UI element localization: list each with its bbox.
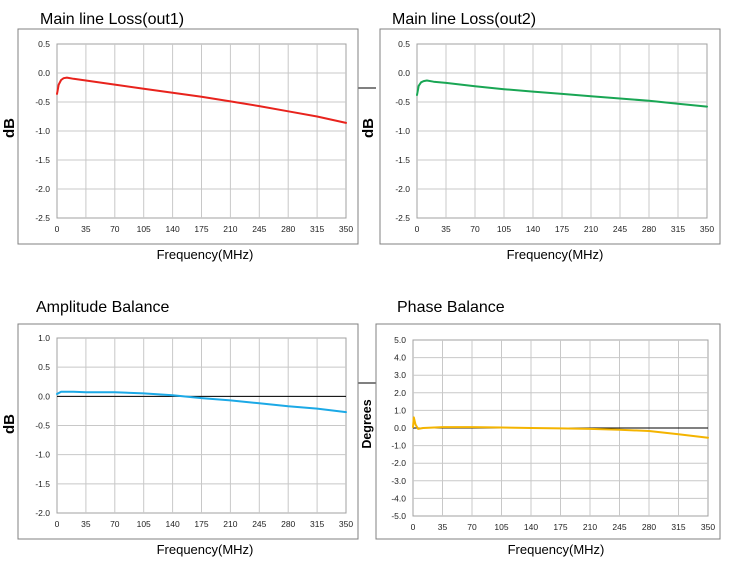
- y-tick-label: -1.5: [35, 155, 50, 165]
- y-axis-label: Degrees: [360, 399, 374, 448]
- x-tick-label: 210: [583, 522, 597, 532]
- y-tick-label: -1.0: [395, 126, 410, 136]
- chart-title: Main line Loss(out1): [40, 11, 184, 28]
- y-tick-label: 1.0: [394, 405, 406, 415]
- series-line: [56, 76, 347, 124]
- series-line: [412, 416, 709, 439]
- x-tick-label: 175: [553, 522, 567, 532]
- y-tick-label: -1.0: [391, 441, 406, 451]
- chart-panel-main-line-loss-out2: Main line Loss(out2) Frequency(MHz) dB 0…: [360, 11, 721, 262]
- x-tick-label: 280: [642, 224, 656, 234]
- chart-title: Phase Balance: [397, 299, 505, 316]
- y-axis-label: dB: [360, 118, 377, 138]
- x-tick-label: 350: [700, 224, 714, 234]
- x-tick-label: 0: [411, 522, 416, 532]
- y-tick-label: 0.0: [394, 423, 406, 433]
- x-tick-label: 0: [55, 224, 60, 234]
- x-tick-label: 280: [281, 224, 295, 234]
- y-tick-label: 0.5: [38, 362, 50, 372]
- y-tick-label: -2.0: [35, 184, 50, 194]
- y-tick-label: 3.0: [394, 370, 406, 380]
- x-tick-label: 315: [310, 519, 324, 529]
- y-tick-label: 2.0: [394, 388, 406, 398]
- x-tick-label: 35: [438, 522, 448, 532]
- y-tick-label: 0.5: [38, 39, 50, 49]
- x-tick-label: 210: [584, 224, 598, 234]
- x-axis-label: Frequency(MHz): [507, 247, 604, 262]
- x-tick-label: 210: [223, 519, 237, 529]
- x-tick-label: 315: [671, 224, 685, 234]
- y-tick-label: 0.0: [38, 68, 50, 78]
- x-tick-label: 70: [110, 519, 120, 529]
- x-tick-label: 315: [310, 224, 324, 234]
- y-axis-label: dB: [1, 414, 18, 434]
- x-tick-label: 105: [494, 522, 508, 532]
- x-tick-label: 105: [497, 224, 511, 234]
- y-tick-label: -1.5: [35, 479, 50, 489]
- x-tick-label: 70: [467, 522, 477, 532]
- chart-panel-main-line-loss-out1: Main line Loss(out1) Frequency(MHz) dB 0…: [1, 11, 359, 262]
- y-tick-label: -0.5: [35, 97, 50, 107]
- y-tick-label: -2.0: [391, 458, 406, 468]
- y-tick-label: 0.0: [38, 391, 50, 401]
- y-tick-label: -0.5: [35, 421, 50, 431]
- y-tick-label: 0.5: [398, 39, 410, 49]
- x-tick-label: 245: [612, 522, 626, 532]
- y-tick-label: -2.0: [35, 508, 50, 518]
- chart-panel-amplitude-balance: Amplitude Balance Frequency(MHz) dB 0 35 7…: [1, 299, 359, 557]
- y-tick-label: 1.0: [38, 333, 50, 343]
- chart-title: Main line Loss(out2): [392, 11, 536, 28]
- y-axis-label: dB: [1, 118, 18, 138]
- series-line: [416, 79, 708, 108]
- x-tick-label: 140: [166, 224, 180, 234]
- x-axis-label: Frequency(MHz): [157, 247, 254, 262]
- x-tick-label: 35: [441, 224, 451, 234]
- x-tick-label: 35: [81, 224, 91, 234]
- x-tick-label: 105: [137, 224, 151, 234]
- x-tick-label: 175: [194, 519, 208, 529]
- y-tick-label: -4.0: [391, 493, 406, 503]
- y-tick-label: -0.5: [395, 97, 410, 107]
- x-tick-label: 350: [701, 522, 715, 532]
- y-tick-label: -2.5: [395, 213, 410, 223]
- x-tick-label: 140: [524, 522, 538, 532]
- x-tick-label: 140: [526, 224, 540, 234]
- x-axis-label: Frequency(MHz): [157, 542, 254, 557]
- y-tick-label: -3.0: [391, 476, 406, 486]
- x-tick-label: 245: [252, 519, 266, 529]
- x-tick-label: 245: [613, 224, 627, 234]
- y-tick-label: 4.0: [394, 353, 406, 363]
- y-tick-label: -1.0: [35, 450, 50, 460]
- y-tick-label: 5.0: [394, 335, 406, 345]
- x-tick-label: 140: [166, 519, 180, 529]
- x-tick-label: 350: [339, 224, 353, 234]
- x-tick-label: 70: [110, 224, 120, 234]
- y-tick-label: -1.0: [35, 126, 50, 136]
- chart-title: Amplitude Balance: [36, 299, 170, 316]
- x-tick-label: 105: [137, 519, 151, 529]
- y-tick-label: -2.5: [35, 213, 50, 223]
- x-tick-label: 350: [339, 519, 353, 529]
- y-tick-label: 0.0: [398, 68, 410, 78]
- x-tick-label: 0: [55, 519, 60, 529]
- series-line: [56, 390, 347, 414]
- x-tick-label: 175: [194, 224, 208, 234]
- chart-panel-phase-balance: Phase Balance Frequency(MHz) Degrees 0 35…: [360, 299, 721, 557]
- x-tick-label: 245: [252, 224, 266, 234]
- y-tick-label: -5.0: [391, 511, 406, 521]
- x-tick-label: 280: [281, 519, 295, 529]
- x-tick-label: 175: [555, 224, 569, 234]
- x-tick-label: 0: [415, 224, 420, 234]
- x-tick-label: 70: [470, 224, 480, 234]
- x-tick-label: 210: [223, 224, 237, 234]
- y-tick-label: -2.0: [395, 184, 410, 194]
- x-axis-label: Frequency(MHz): [508, 542, 605, 557]
- x-tick-label: 280: [642, 522, 656, 532]
- y-tick-label: -1.5: [395, 155, 410, 165]
- x-tick-label: 35: [81, 519, 91, 529]
- x-tick-label: 315: [671, 522, 685, 532]
